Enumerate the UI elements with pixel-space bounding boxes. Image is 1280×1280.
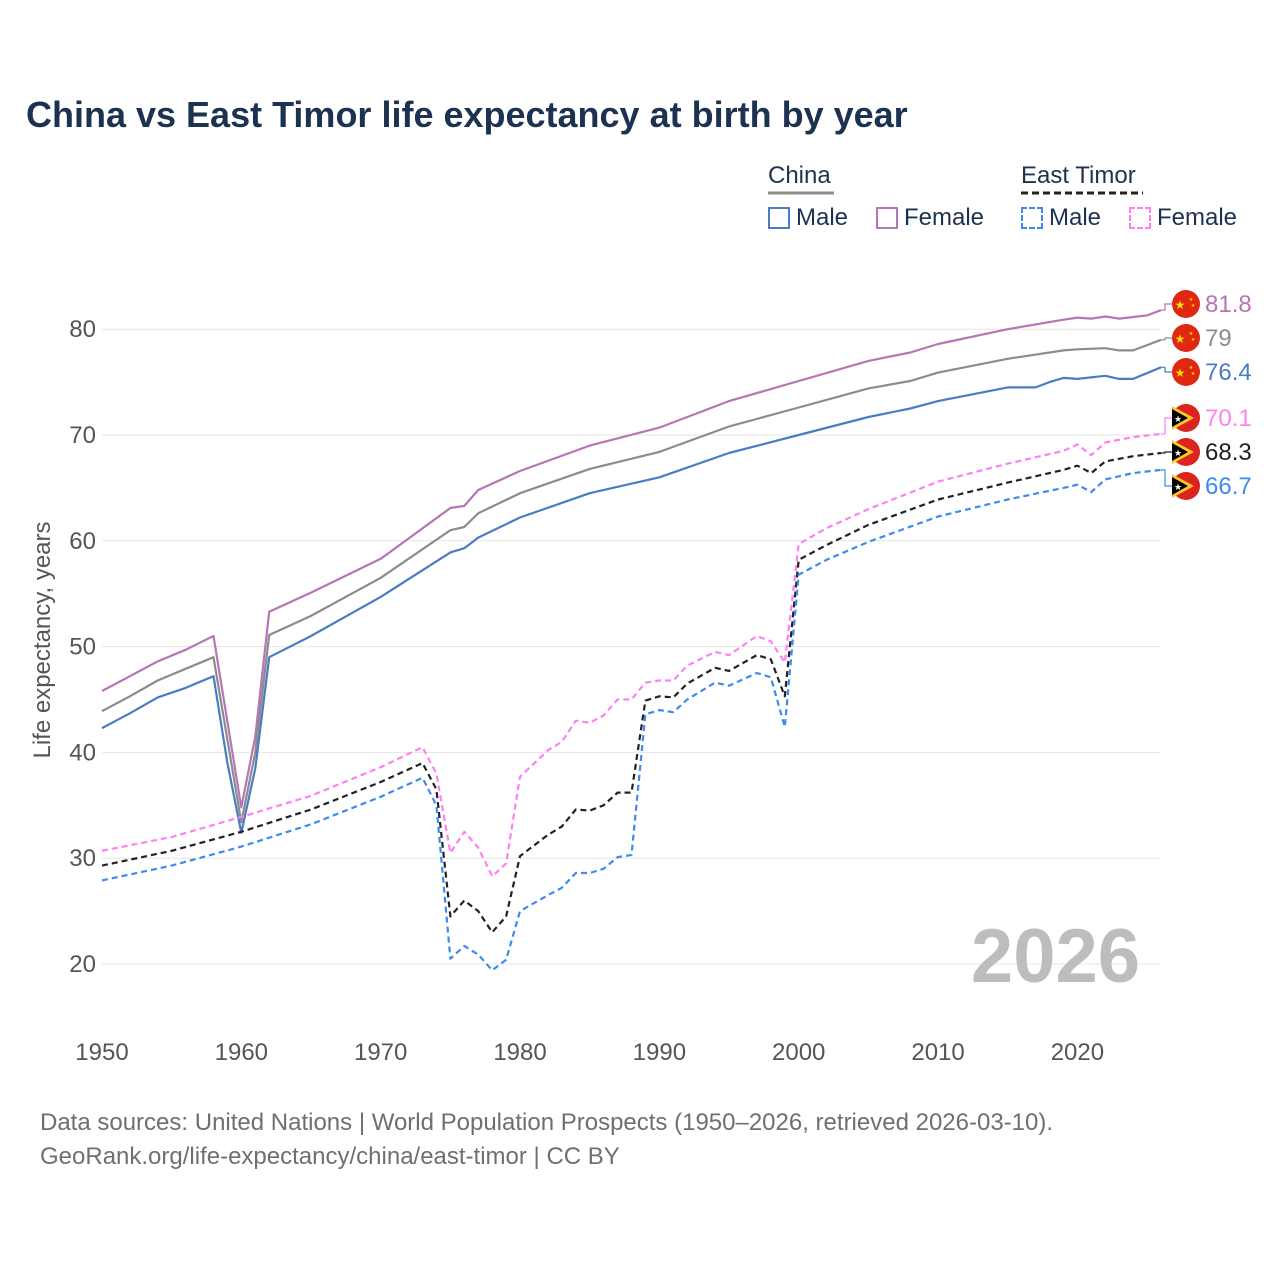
series-line-east-timor-male[interactable] <box>101 468 1162 972</box>
flag-star: ★ <box>1174 415 1182 425</box>
end-label-connector <box>1161 366 1172 373</box>
china-flag-icon: ★ ★★ <box>1172 358 1200 386</box>
end-value-label: 70.1 <box>1205 405 1252 432</box>
flag-star-small: ★ <box>1189 365 1194 371</box>
x-tick-label: 1990 <box>633 1039 686 1066</box>
flag-star: ★ <box>1175 366 1186 380</box>
legend-label-east-timor-male: Male <box>1049 204 1102 231</box>
series-line-china-both-sexes[interactable] <box>101 338 1162 824</box>
flag-star: ★ <box>1175 332 1186 346</box>
legend-swatch-east-timor-male <box>1021 207 1043 229</box>
y-axis-label: Life expectancy, years <box>29 521 56 758</box>
end-label-connector <box>1161 337 1172 341</box>
east-timor-flag-icon: ★ <box>1172 472 1200 500</box>
flag-star-small: ★ <box>1191 337 1196 343</box>
legend-swatch-china-male <box>768 207 790 229</box>
series-line-china-male[interactable] <box>101 366 1162 834</box>
x-tick-label: 1970 <box>354 1039 407 1066</box>
end-label-connector <box>1161 451 1172 454</box>
y-tick-label: 80 <box>69 316 96 343</box>
legend-label-china-male: Male <box>796 204 849 231</box>
flag-star: ★ <box>1174 449 1182 459</box>
y-tick-label: 40 <box>69 739 96 766</box>
data-source-note: Data sources: United Nations | World Pop… <box>40 1109 1054 1136</box>
flag-star: ★ <box>1175 298 1186 312</box>
x-tick-label: 1960 <box>215 1039 268 1066</box>
flag-star-small: ★ <box>1191 371 1196 377</box>
x-tick-label: 2000 <box>772 1039 825 1066</box>
east-timor-flag-icon: ★ <box>1172 404 1200 432</box>
flag-star: ★ <box>1174 483 1182 493</box>
year-watermark: 2026 <box>971 914 1140 999</box>
attribution-link[interactable]: GeoRank.org/life-expectancy/china/east-t… <box>40 1143 620 1170</box>
legend-swatch-east-timor-female <box>1129 207 1151 229</box>
end-value-label: 68.3 <box>1205 439 1252 466</box>
end-label-connector <box>1161 303 1172 311</box>
legend-east-timor-male[interactable]: Male <box>1021 204 1101 232</box>
x-tick-label: 2020 <box>1051 1039 1104 1066</box>
legend-east-timor-female[interactable]: Female <box>1129 204 1237 232</box>
legend-label-east-timor-female: Female <box>1157 204 1238 231</box>
x-tick-label: 1980 <box>493 1039 546 1066</box>
flag-black-triangle <box>1172 409 1188 427</box>
end-value-label: 76.4 <box>1205 359 1252 386</box>
y-tick-label: 60 <box>69 528 96 555</box>
flag-star-small: ★ <box>1191 303 1196 309</box>
x-tick-label: 2010 <box>911 1039 964 1066</box>
legend-label-china-female: Female <box>904 204 985 231</box>
flag-disc <box>1172 290 1200 318</box>
y-tick-label: 20 <box>69 951 96 978</box>
east-timor-flag-icon: ★ <box>1172 438 1200 466</box>
flag-disc <box>1172 358 1200 386</box>
flag-star-small: ★ <box>1189 331 1194 337</box>
y-tick-label: 70 <box>69 422 96 449</box>
end-label-connector <box>1161 469 1172 487</box>
china-flag-icon: ★ ★★ <box>1172 290 1200 318</box>
series-line-east-timor-female[interactable] <box>101 432 1162 878</box>
legend-china-female[interactable]: Female <box>876 204 984 232</box>
china-flag-icon: ★ ★★ <box>1172 324 1200 352</box>
flag-black-triangle <box>1172 443 1188 461</box>
footer: Data sources: United Nations | World Pop… <box>40 1106 1053 1174</box>
end-value-label: 81.8 <box>1205 291 1252 318</box>
y-tick-label: 50 <box>69 634 96 661</box>
legend-china-title: China <box>768 162 831 189</box>
series-line-china-female[interactable] <box>101 309 1162 809</box>
end-value-label: 79 <box>1205 325 1232 352</box>
legend-east-timor-title: East Timor <box>1021 162 1136 189</box>
y-tick-label: 30 <box>69 845 96 872</box>
flag-black-triangle <box>1172 477 1188 495</box>
legend-swatch-china-female <box>876 207 898 229</box>
end-value-label: 66.7 <box>1205 473 1252 500</box>
x-tick-label: 1950 <box>75 1039 128 1066</box>
end-label-connector <box>1161 417 1172 435</box>
flag-disc <box>1172 324 1200 352</box>
flag-star-small: ★ <box>1189 297 1194 303</box>
series-line-east-timor-both-sexes[interactable] <box>101 451 1162 934</box>
chart-title: China vs East Timor life expectancy at b… <box>26 94 908 135</box>
legend-china-male[interactable]: Male <box>768 204 848 232</box>
